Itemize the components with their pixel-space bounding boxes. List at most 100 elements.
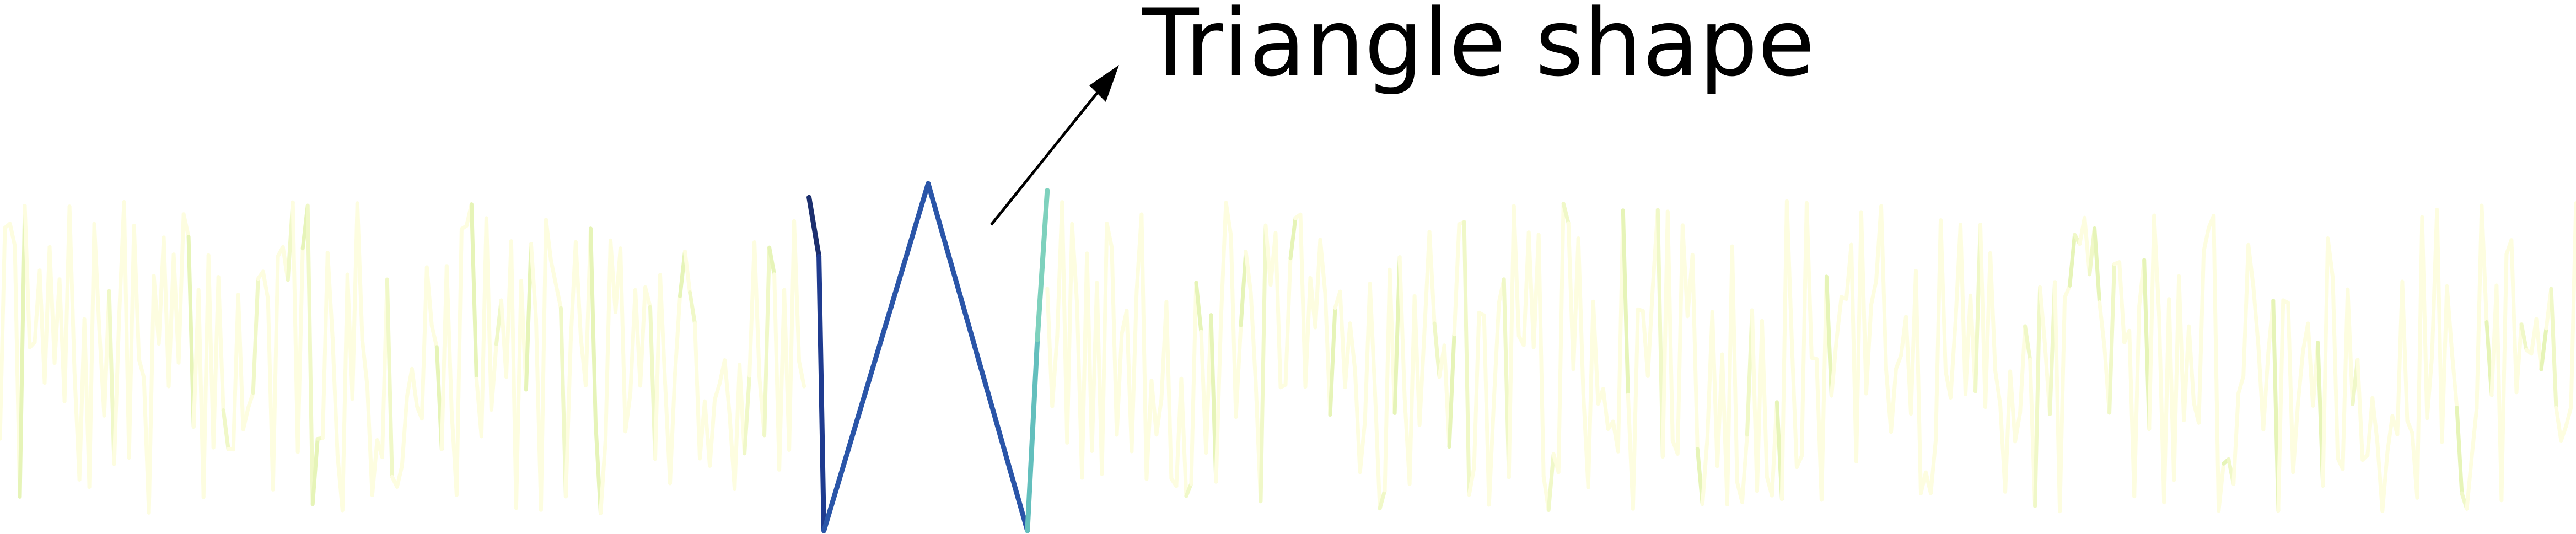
background-segment	[1070, 222, 1079, 306]
background-segment	[2147, 213, 2156, 431]
background-segment	[1239, 250, 1248, 327]
background-segment	[8, 222, 17, 248]
background-segment	[2321, 236, 2330, 488]
background-segment	[1149, 379, 1159, 437]
background-segment	[2068, 233, 2077, 288]
background-segment	[2261, 350, 2271, 432]
background-segment	[514, 279, 523, 510]
background-segment	[1318, 238, 1327, 295]
background-segment	[1864, 302, 1873, 396]
background-segment	[1959, 223, 1967, 396]
background-segment	[653, 273, 662, 461]
background-segment	[752, 240, 762, 379]
background-segment	[1789, 338, 1799, 469]
background-segment	[1259, 223, 1268, 504]
background-segment	[1050, 335, 1060, 408]
background-segment	[2286, 301, 2295, 474]
background-segment	[1417, 328, 1427, 427]
background-segment	[2480, 203, 2489, 324]
background-segment	[2197, 249, 2206, 425]
background-segment	[305, 203, 315, 506]
background-segment	[1139, 212, 1149, 481]
background-segment	[2291, 400, 2300, 474]
background-segment	[2499, 252, 2509, 503]
background-segment	[92, 222, 101, 331]
background-segment	[1303, 276, 1313, 389]
background-segment	[1794, 454, 1804, 469]
background-segment	[330, 336, 340, 457]
background-segment	[1993, 369, 2003, 407]
background-segment	[1546, 452, 1556, 512]
background-segment	[1189, 281, 1198, 486]
background-segment	[2132, 304, 2142, 499]
background-segment	[1601, 387, 1610, 431]
background-segment	[1784, 199, 1794, 343]
triangle-series	[806, 181, 1050, 533]
background-segment	[2554, 406, 2563, 443]
background-segment	[787, 219, 797, 452]
background-segment	[484, 216, 493, 412]
background-segment	[2549, 287, 2558, 410]
background-segment	[181, 212, 191, 239]
background-segment	[1760, 319, 1769, 479]
background-segment	[2152, 213, 2161, 318]
background-segment	[1665, 209, 1675, 443]
background-segment	[340, 272, 349, 513]
background-segment	[2331, 276, 2340, 460]
background-segment	[410, 366, 419, 408]
background-segment	[1373, 387, 1382, 511]
background-segment	[1224, 201, 1233, 238]
background-segment	[2450, 349, 2459, 409]
background-segment	[1397, 255, 1407, 400]
background-segment	[1452, 222, 1461, 337]
background-segment	[524, 242, 533, 392]
background-segment	[767, 245, 777, 277]
background-segment	[2564, 405, 2573, 428]
background-segment	[573, 240, 583, 339]
background-segment	[2470, 406, 2479, 459]
background-segment	[2236, 374, 2246, 395]
background-segment	[1110, 245, 1119, 437]
background-segment	[1740, 433, 1749, 504]
background-segment	[2346, 287, 2355, 406]
background-segment	[1383, 267, 1392, 493]
background-segment	[2241, 242, 2251, 378]
background-segment	[420, 265, 429, 421]
background-segment	[2341, 287, 2350, 471]
background-segment	[2058, 295, 2067, 514]
background-segment	[2093, 226, 2102, 304]
background-segment	[1586, 299, 1595, 489]
background-segment	[186, 235, 196, 429]
background-segment	[2514, 322, 2524, 395]
background-segment	[733, 363, 742, 491]
background-segment	[1298, 212, 1308, 389]
background-segment	[2440, 284, 2449, 444]
background-segment	[2008, 369, 2018, 444]
background-segment	[2018, 324, 2028, 415]
background-segment	[271, 254, 280, 492]
background-segment	[241, 406, 250, 431]
background-segment	[1154, 397, 1164, 437]
background-segment	[2117, 260, 2127, 344]
background-segment	[688, 290, 697, 326]
background-segment	[1645, 284, 1655, 378]
background-segment	[539, 218, 548, 512]
background-segment	[1829, 338, 1838, 398]
triangle-segment	[821, 181, 931, 533]
background-segment	[1949, 319, 1957, 400]
background-segment	[762, 245, 772, 438]
background-segment	[643, 285, 652, 309]
background-segment	[1492, 300, 1501, 401]
background-segment	[1834, 295, 1843, 343]
background-segment	[1675, 223, 1685, 456]
background-segment	[1507, 204, 1516, 479]
background-segment	[1482, 314, 1491, 507]
background-segment	[1328, 306, 1337, 417]
background-segment	[176, 212, 186, 365]
background-segment	[619, 246, 627, 434]
background-segment	[2465, 455, 2474, 511]
background-segment	[2231, 391, 2241, 486]
background-segment	[1164, 300, 1174, 481]
triangle-segment	[806, 195, 822, 259]
background-segment	[683, 249, 692, 295]
